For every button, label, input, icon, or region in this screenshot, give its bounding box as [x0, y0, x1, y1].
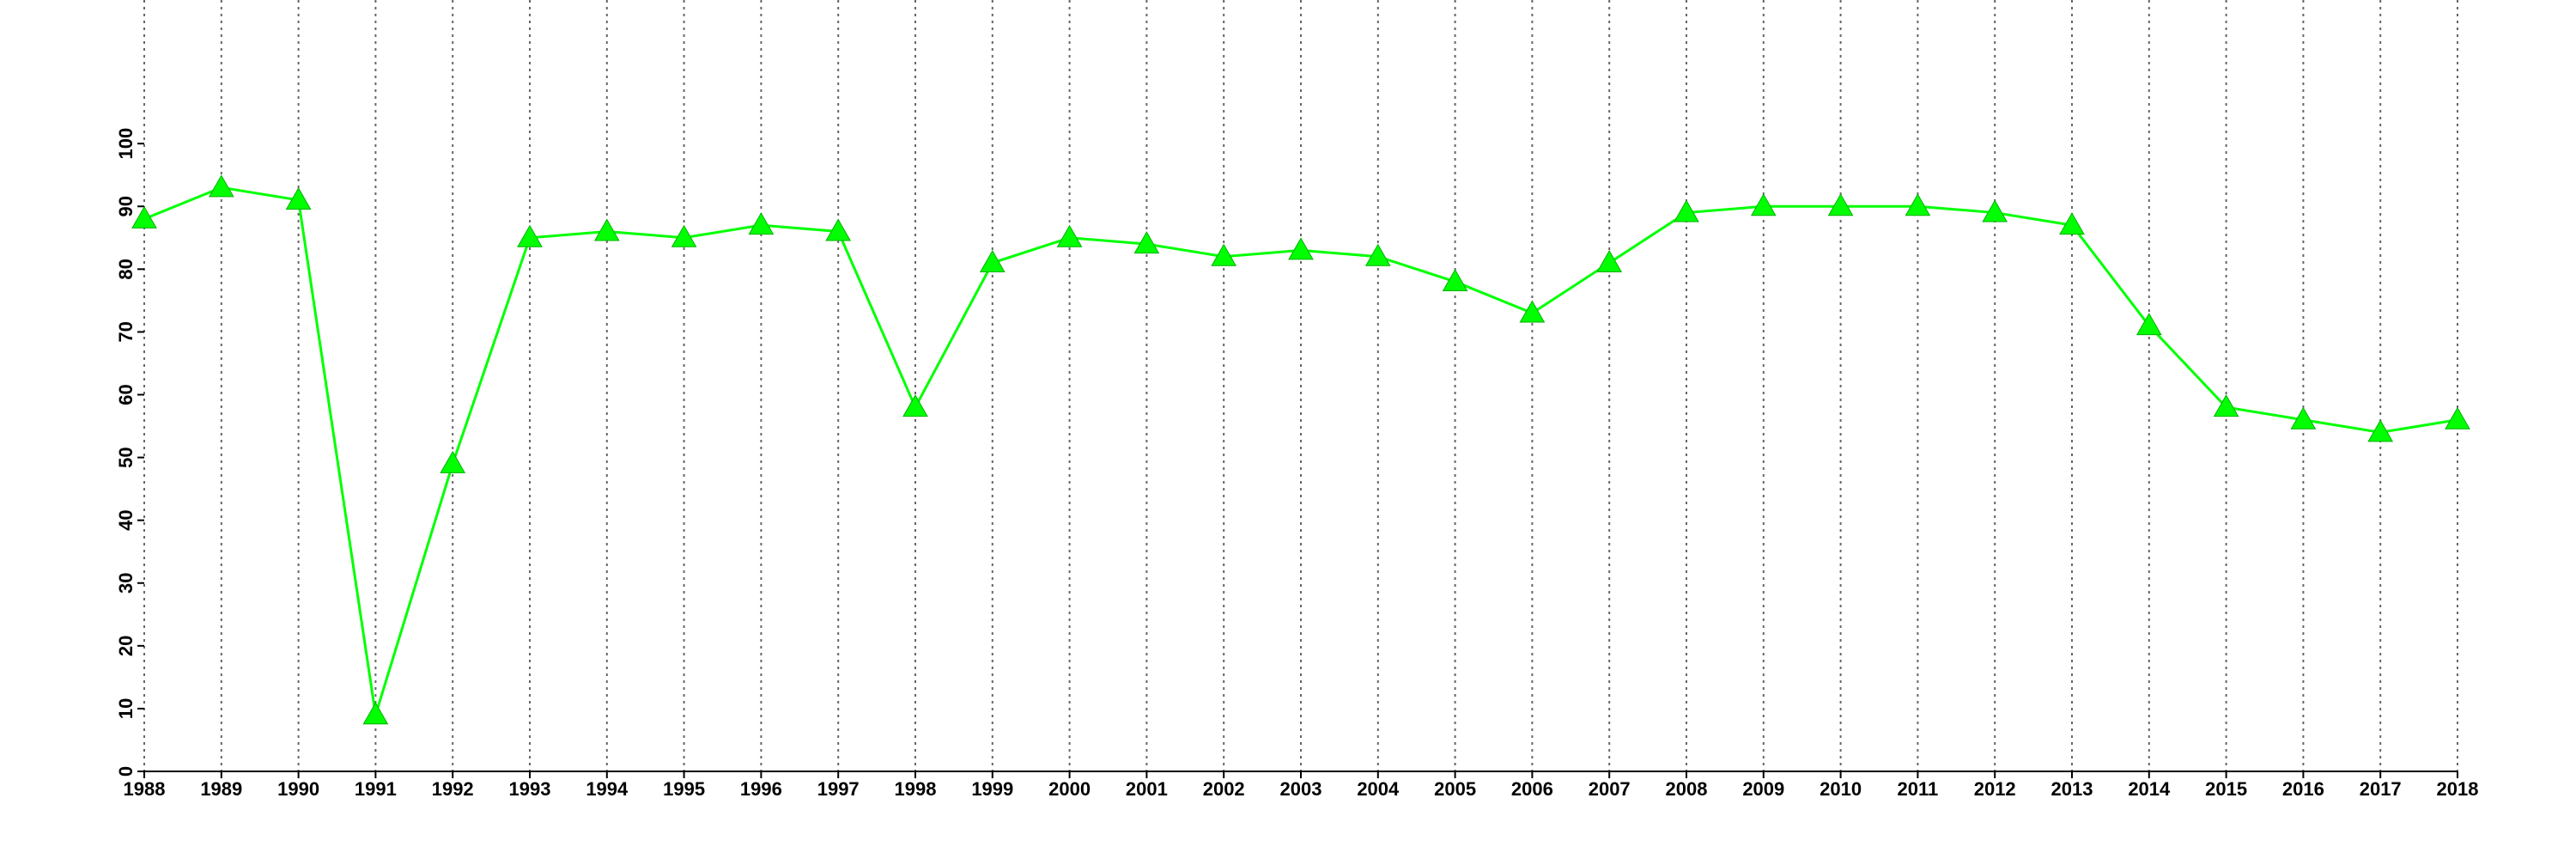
marker [748, 212, 775, 235]
marker [2136, 313, 2162, 336]
marker [1211, 243, 1237, 266]
x-tick-label: 2008 [1666, 778, 1708, 800]
x-tick-label: 2018 [2437, 778, 2479, 800]
x-tick-label: 2002 [1203, 778, 1245, 800]
x-tick-label: 2004 [1357, 778, 1400, 800]
y-tick-label: 50 [115, 447, 137, 467]
y-tick-label: 60 [115, 384, 137, 405]
marker [1596, 250, 1623, 273]
marker [1364, 243, 1391, 266]
marker [1519, 300, 1546, 323]
x-tick-label: 2000 [1048, 778, 1091, 800]
marker [979, 250, 1005, 273]
marker [440, 450, 466, 473]
marker [1674, 199, 1699, 222]
y-tick-label: 90 [115, 196, 137, 216]
marker [671, 224, 697, 247]
marker [131, 205, 157, 228]
x-tick-label: 2015 [2205, 778, 2247, 800]
x-tick-label: 2011 [1898, 778, 1939, 800]
marker [208, 174, 234, 198]
x-tick-label: 1992 [432, 778, 474, 800]
marker [362, 702, 389, 725]
marker [2059, 212, 2085, 235]
x-tick-label: 1989 [200, 778, 242, 800]
marker [2367, 419, 2394, 442]
y-tick-label: 0 [115, 766, 137, 777]
x-tick-label: 2013 [2051, 778, 2093, 800]
x-tick-label: 1996 [740, 778, 782, 800]
marker [1982, 199, 2008, 222]
x-tick-label: 1991 [355, 778, 397, 800]
marker [2213, 394, 2239, 417]
x-tick-label: 1995 [663, 778, 705, 800]
x-tick-label: 1998 [895, 778, 937, 800]
x-tick-label: 2010 [1820, 778, 1862, 800]
y-tick-label: 10 [115, 698, 137, 719]
marker [1056, 224, 1083, 247]
marker [1133, 231, 1160, 254]
x-tick-label: 2006 [1511, 778, 1553, 800]
x-tick-label: 2014 [2128, 778, 2171, 800]
marker [825, 218, 852, 241]
marker [517, 224, 543, 247]
marker [1750, 193, 1777, 216]
marker [1288, 237, 1314, 260]
x-tick-label: 1997 [817, 778, 860, 800]
x-tick-label: 2017 [2360, 778, 2402, 800]
marker [2445, 406, 2470, 430]
x-tick-label: 1990 [277, 778, 319, 800]
marker [285, 186, 312, 210]
marker [2290, 406, 2317, 430]
marker [593, 218, 620, 241]
y-tick-label: 20 [115, 636, 137, 656]
y-tick-label: 70 [115, 321, 137, 342]
y-tick-label: 40 [115, 509, 137, 530]
x-tick-label: 1988 [124, 778, 166, 800]
x-tick-label: 2001 [1126, 778, 1168, 800]
marker [902, 394, 928, 417]
marker [1905, 193, 1931, 216]
x-tick-label: 2005 [1434, 778, 1476, 800]
x-tick-label: 2009 [1742, 778, 1784, 800]
x-tick-label: 2003 [1280, 778, 1322, 800]
x-tick-label: 1999 [971, 778, 1013, 800]
marker [1442, 268, 1468, 291]
x-tick-label: 2012 [1974, 778, 2016, 800]
x-tick-label: 2007 [1589, 778, 1631, 800]
y-tick-label: 30 [115, 573, 137, 594]
x-tick-label: 1993 [509, 778, 551, 800]
y-tick-label: 100 [115, 128, 137, 160]
x-tick-label: 2016 [2282, 778, 2324, 800]
marker [1827, 193, 1854, 216]
x-tick-label: 1994 [586, 778, 629, 800]
y-tick-label: 80 [115, 259, 137, 279]
line [143, 186, 2458, 716]
